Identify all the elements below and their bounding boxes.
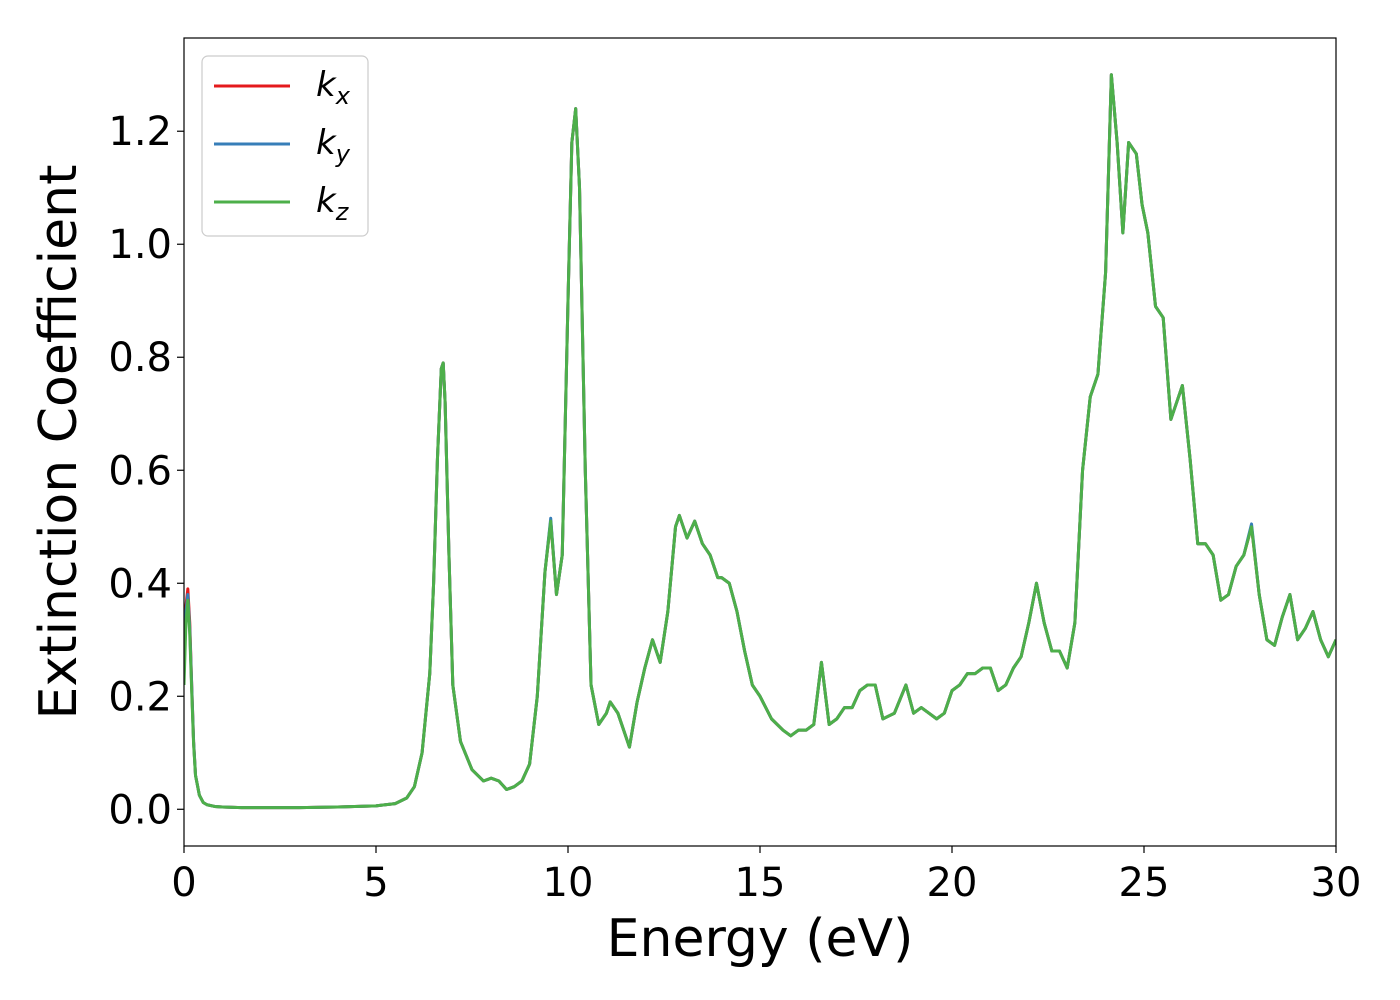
x-tick-label: 15 — [735, 860, 786, 906]
x-axis-title: Energy (eV) — [607, 909, 914, 969]
x-tick-label: 10 — [543, 860, 594, 906]
x-tick-label: 30 — [1311, 860, 1362, 906]
y-tick-label: 0.0 — [108, 787, 172, 833]
x-tick-label: 5 — [363, 860, 388, 906]
legend: kx ky kz — [201, 55, 369, 237]
y-axis-title: Extinction Coefficient — [29, 165, 89, 720]
y-tick-label: 1.0 — [108, 222, 172, 268]
x-tick-label: 20 — [927, 860, 978, 906]
y-tick-label: 0.6 — [108, 448, 172, 494]
y-tick-label: 0.4 — [108, 561, 172, 607]
y-axis: 0.0 0.2 0.4 0.6 0.8 1.0 1.2 — [108, 109, 184, 833]
series-line-2 — [184, 73, 1336, 810]
y-tick-label: 0.2 — [108, 674, 172, 720]
y-tick-label: 1.2 — [108, 109, 172, 155]
x-tick-label: 25 — [1119, 860, 1170, 906]
x-axis: 0 5 10 15 20 25 30 — [171, 846, 1361, 906]
legend-box — [201, 55, 369, 237]
x-tick-label: 0 — [171, 860, 196, 906]
legend-label-y: ky — [316, 123, 351, 168]
series-layer — [184, 73, 1336, 810]
y-tick-label: 0.8 — [108, 335, 172, 381]
legend-label-x: kx — [316, 65, 351, 110]
legend-label-z: kz — [316, 181, 350, 226]
